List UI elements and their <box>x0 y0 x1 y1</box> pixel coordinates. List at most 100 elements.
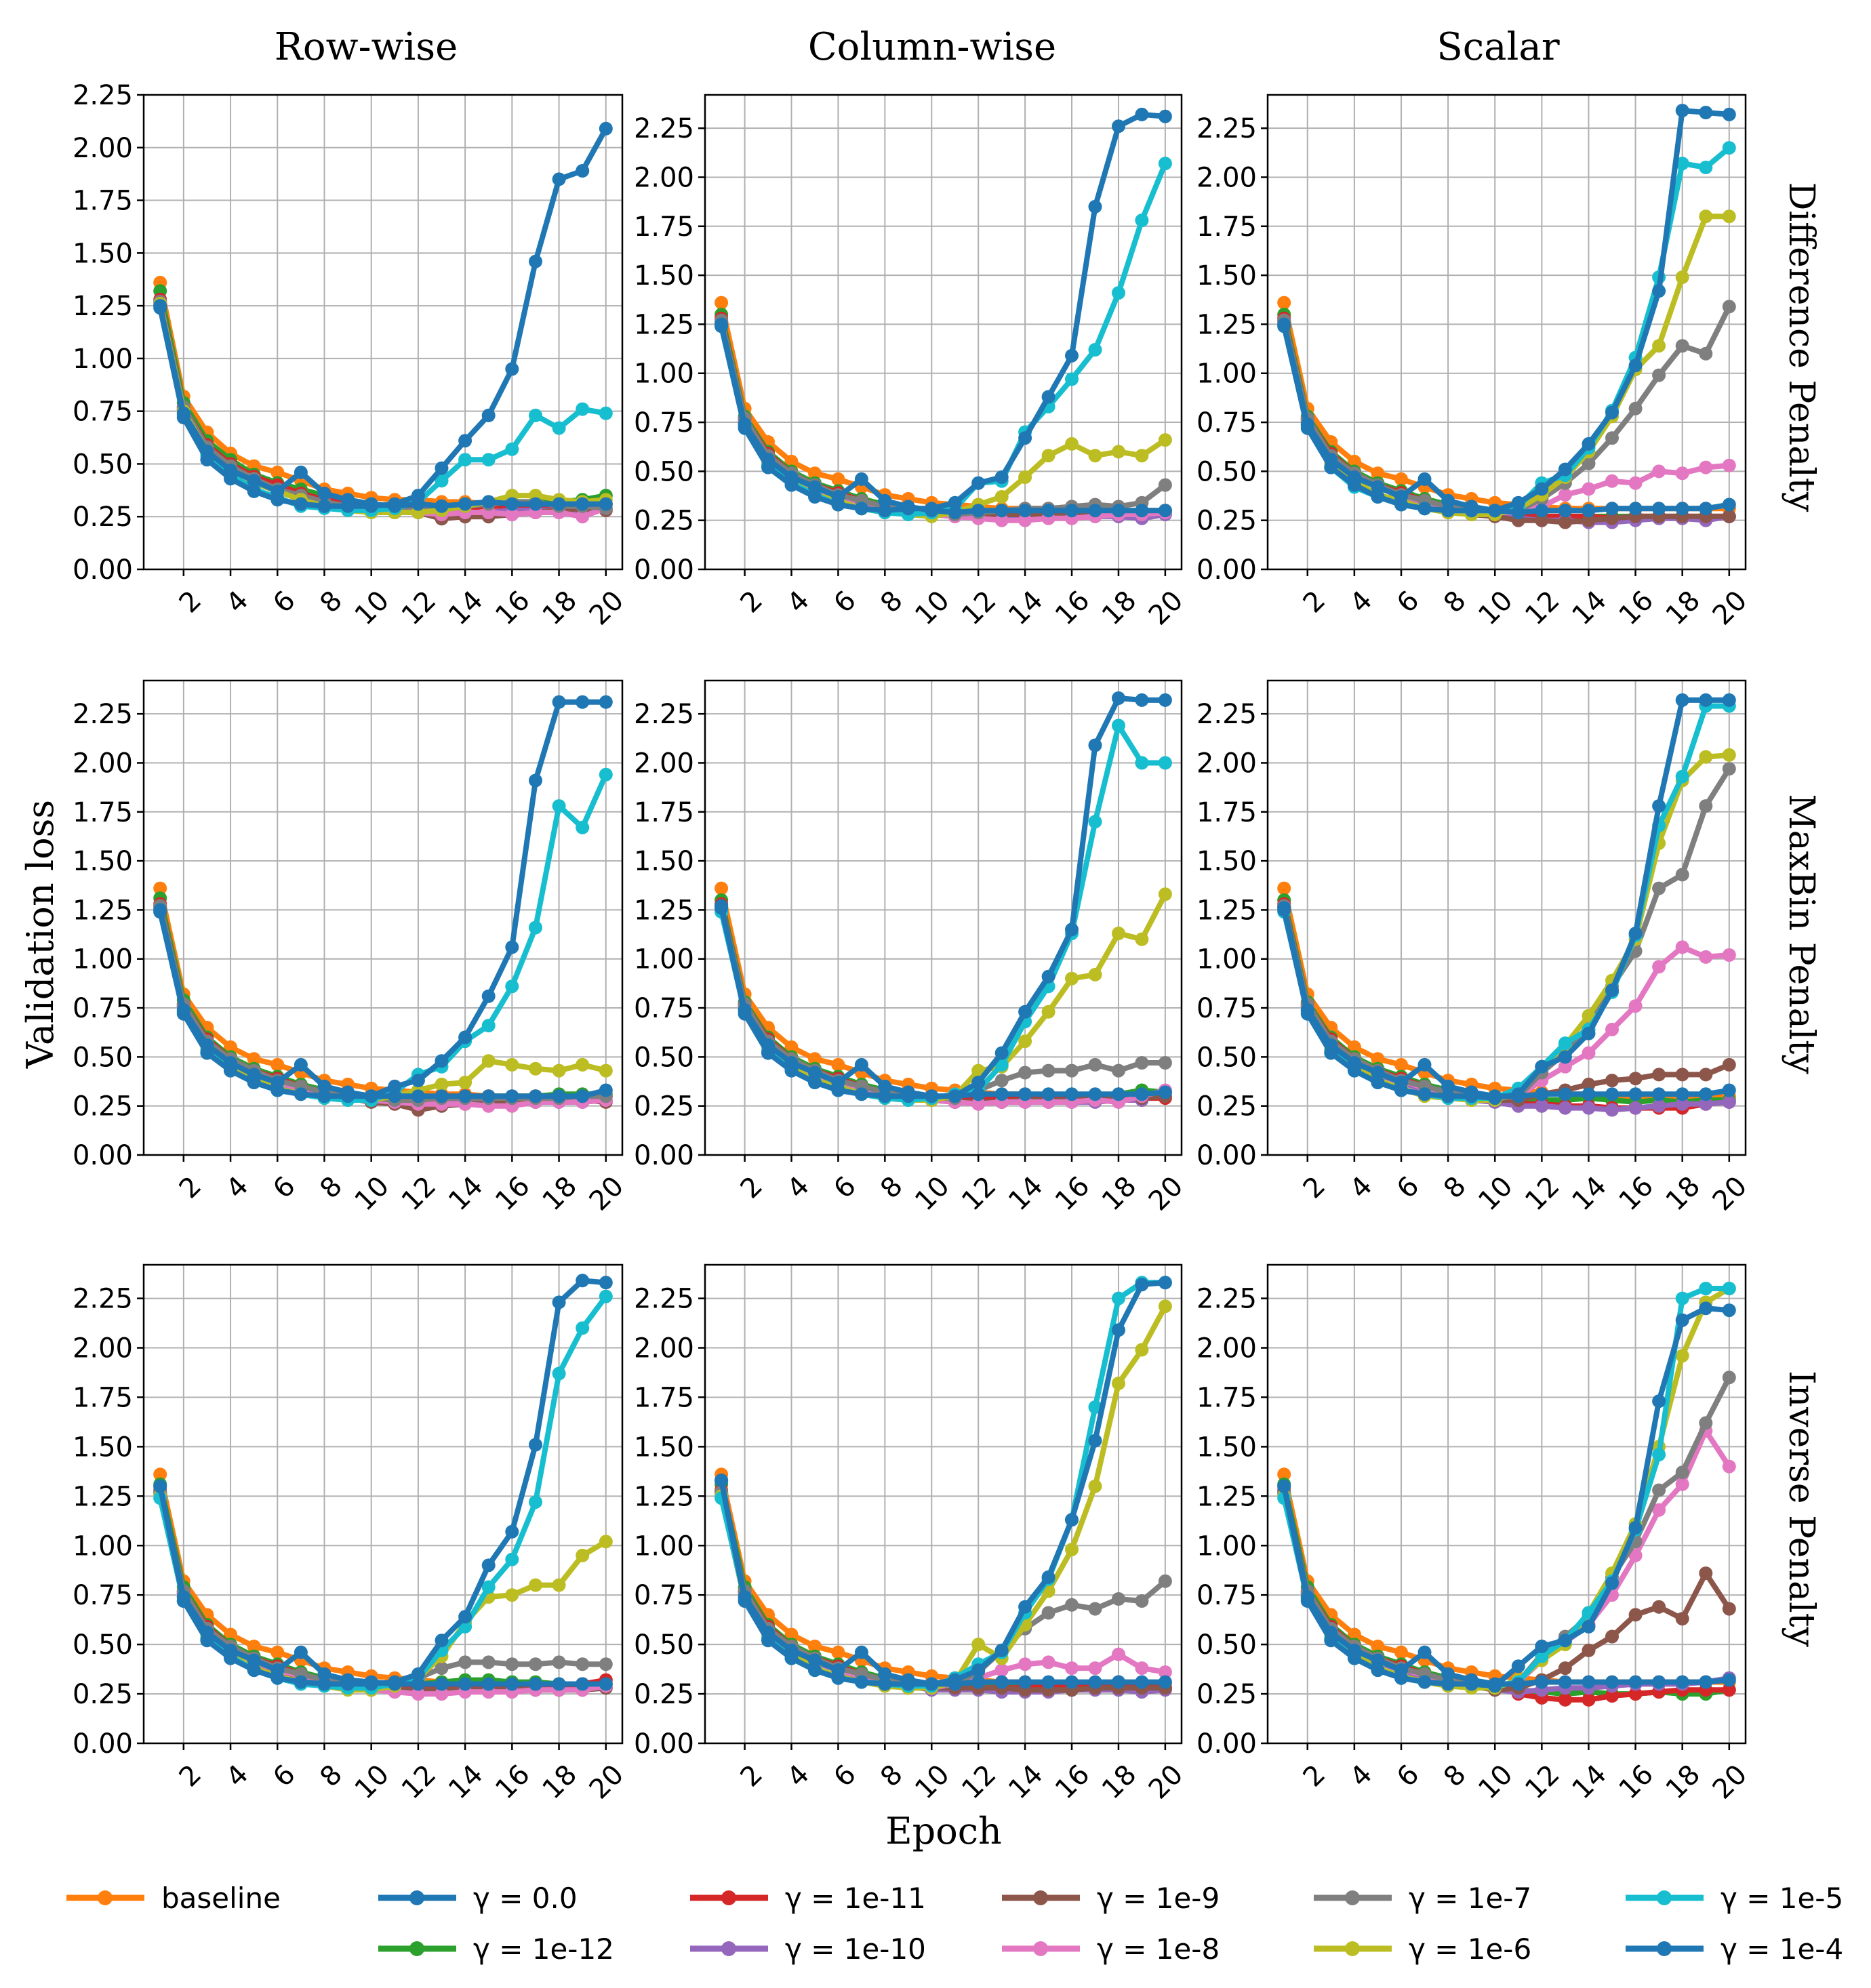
data-point <box>1675 1477 1689 1491</box>
y-tick-label: 1.75 <box>73 186 133 217</box>
data-point <box>1088 1675 1102 1689</box>
data-point <box>1112 927 1125 941</box>
data-point <box>247 474 261 488</box>
data-point <box>1417 1087 1432 1101</box>
data-point <box>1628 1608 1643 1622</box>
data-point <box>599 1677 613 1691</box>
legend-label: γ = 0.0 <box>473 1882 578 1915</box>
data-point <box>1135 693 1149 707</box>
data-point <box>435 1634 449 1648</box>
data-point <box>1722 209 1736 224</box>
data-point <box>1699 502 1713 516</box>
x-tick-label: 20 <box>584 1759 630 1806</box>
data-point <box>1041 1606 1055 1620</box>
x-tick-label: 16 <box>1049 1171 1096 1217</box>
data-point <box>1605 405 1619 420</box>
data-point <box>1158 1056 1172 1070</box>
x-tick-label: 12 <box>396 585 443 632</box>
x-tick-label: 2 <box>1297 585 1332 620</box>
y-tick-label: 1.25 <box>1196 309 1257 340</box>
data-point <box>1158 157 1172 171</box>
data-point <box>1628 1521 1643 1535</box>
x-tick-label: 20 <box>584 1171 630 1217</box>
data-point <box>247 1663 261 1678</box>
data-point <box>599 1535 613 1549</box>
data-point <box>1652 284 1666 298</box>
legend-item-gamma-1e-11: γ = 1e-11 <box>690 1882 926 1915</box>
data-point <box>1088 967 1102 981</box>
plot-area <box>144 1265 622 1743</box>
data-point <box>1582 1675 1596 1689</box>
data-point <box>1675 769 1689 784</box>
subplot-maxbin-penalty-column-wise: 0.00 0.25 0.50 0.75 1.00 1.25 1.50 1.75 2.00 2.25… <box>634 679 1189 1217</box>
data-point <box>1699 693 1713 707</box>
data-point <box>1018 1657 1032 1671</box>
y-tick-label: 1.00 <box>73 944 133 975</box>
data-point <box>153 301 167 315</box>
subplot-maxbin-penalty-row-wise: 0.00 0.25 0.50 0.75 1.00 1.25 1.50 1.75 2.00 2.25… <box>73 679 630 1217</box>
data-point <box>1464 1677 1478 1691</box>
data-point <box>1065 971 1079 986</box>
data-point <box>576 1548 590 1562</box>
y-tick-label: 0.00 <box>634 1728 694 1760</box>
y-tick-label: 1.25 <box>634 309 694 340</box>
y-tick-label: 1.75 <box>73 1382 133 1413</box>
data-point <box>1158 433 1172 447</box>
y-tick-label: 2.00 <box>73 1333 133 1364</box>
y-tick-label: 2.00 <box>634 1333 694 1364</box>
data-point <box>971 1087 986 1101</box>
y-tick-label: 1.25 <box>634 895 694 926</box>
y-tick-label: 2.25 <box>1196 1284 1257 1315</box>
data-point <box>317 499 331 513</box>
y-tick-label: 1.75 <box>1196 797 1257 828</box>
data-point <box>247 1076 261 1089</box>
x-tick-label: 14 <box>1566 1759 1613 1806</box>
x-tick-label: 8 <box>314 585 348 620</box>
plot-frame <box>704 94 1183 571</box>
x-tick-label: 4 <box>220 1759 255 1793</box>
data-point <box>153 905 167 919</box>
data-point <box>505 1677 519 1691</box>
x-ticks: 2 4 6 8 10 12 14 16 18 20 <box>735 1155 1189 1217</box>
data-point <box>715 319 729 333</box>
data-point <box>552 1063 566 1078</box>
data-point <box>1488 1679 1502 1693</box>
legend-swatch-marker <box>721 1890 736 1905</box>
y-tick-label: 1.50 <box>73 1432 133 1463</box>
series-gamma-1e-4 <box>1277 1301 1736 1693</box>
data-point <box>1722 1371 1736 1385</box>
data-point <box>1041 449 1055 463</box>
data-point <box>505 1524 519 1539</box>
data-point <box>1722 948 1736 962</box>
legend-item-gamma-0-0: γ = 0.0 <box>378 1882 578 1915</box>
legend-swatch-marker <box>409 1941 424 1956</box>
data-point <box>1371 1653 1385 1667</box>
y-tick-label: 0.50 <box>634 1042 694 1073</box>
data-point <box>481 1677 496 1691</box>
column-title-row-wise: Row-wise <box>275 25 458 69</box>
data-point <box>1065 1087 1079 1101</box>
data-point <box>505 979 519 994</box>
x-tick-label: 18 <box>1096 1759 1143 1806</box>
data-point <box>854 1675 868 1689</box>
x-tick-label: 4 <box>220 1171 255 1205</box>
data-point <box>1441 504 1455 518</box>
data-point <box>854 472 868 486</box>
y-tick-label: 0.25 <box>73 1679 133 1710</box>
y-tick-label: 0.25 <box>1196 1679 1257 1710</box>
data-point <box>529 1578 542 1592</box>
x-tick-label: 10 <box>1472 1171 1519 1217</box>
data-point <box>1441 1667 1455 1681</box>
x-tick-label: 6 <box>828 1171 862 1205</box>
x-tick-label: 18 <box>537 1759 584 1806</box>
y-tick-label: 0.50 <box>73 449 133 480</box>
data-point <box>994 513 1009 527</box>
data-point <box>576 1677 590 1691</box>
data-point <box>1112 504 1125 518</box>
data-point <box>1488 504 1502 518</box>
data-point <box>576 1089 590 1103</box>
x-tick-label: 8 <box>874 1759 909 1793</box>
plot-area <box>705 95 1182 569</box>
data-point <box>1135 1661 1149 1676</box>
data-point <box>435 1677 449 1691</box>
